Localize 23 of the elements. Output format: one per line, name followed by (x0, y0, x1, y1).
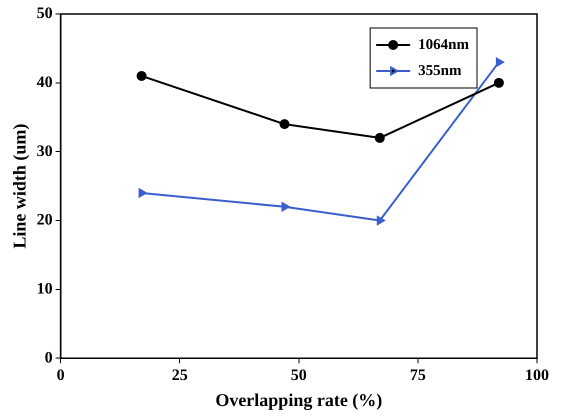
legend-label: 1064nm (418, 36, 470, 53)
legend-label: 355nm (418, 62, 462, 79)
point (138, 188, 147, 198)
x-tick-label: 50 (290, 366, 307, 384)
point (136, 70, 147, 81)
point (494, 78, 504, 88)
y-tick-label: 50 (36, 5, 53, 22)
y-tick-label: 40 (36, 74, 53, 91)
point (376, 216, 385, 225)
x-tick-label: 0 (56, 366, 65, 384)
point (374, 132, 385, 143)
y-tick-label: 30 (36, 142, 53, 160)
x-axis-title: Overlapping rate (%) (215, 390, 382, 410)
y-tick-label: 0 (44, 349, 53, 366)
y-tick-label: 10 (36, 280, 53, 298)
point (496, 58, 504, 67)
y-tick-label: 20 (36, 212, 53, 229)
y-axis-title: Line width (um) (9, 124, 30, 249)
x-tick-label: 75 (410, 366, 426, 384)
point (282, 202, 290, 212)
x-tick-label: 100 (525, 366, 549, 384)
point (280, 119, 290, 130)
x-tick-label: 25 (172, 366, 188, 384)
